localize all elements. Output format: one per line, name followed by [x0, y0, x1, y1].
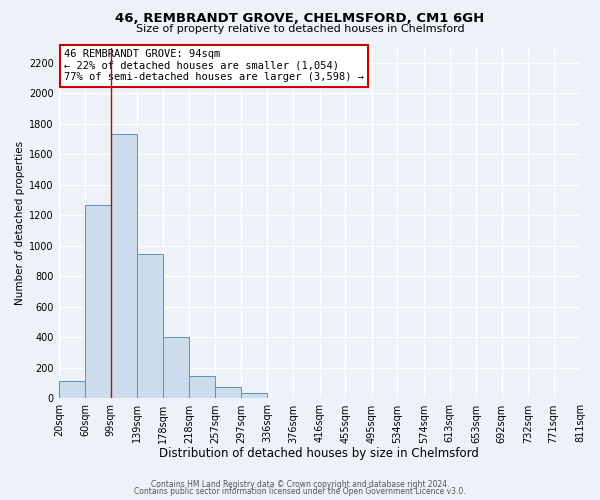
- Text: 46 REMBRANDT GROVE: 94sqm
← 22% of detached houses are smaller (1,054)
77% of se: 46 REMBRANDT GROVE: 94sqm ← 22% of detac…: [64, 50, 364, 82]
- Text: Contains public sector information licensed under the Open Government Licence v3: Contains public sector information licen…: [134, 487, 466, 496]
- Bar: [215, 386, 241, 398]
- X-axis label: Distribution of detached houses by size in Chelmsford: Distribution of detached houses by size …: [160, 447, 479, 460]
- Text: 46, REMBRANDT GROVE, CHELMSFORD, CM1 6GH: 46, REMBRANDT GROVE, CHELMSFORD, CM1 6GH: [115, 12, 485, 26]
- Bar: [85, 206, 111, 398]
- Text: Size of property relative to detached houses in Chelmsford: Size of property relative to detached ho…: [136, 24, 464, 34]
- Bar: [163, 336, 189, 398]
- Bar: [189, 376, 215, 398]
- Y-axis label: Number of detached properties: Number of detached properties: [15, 141, 25, 305]
- Bar: [59, 381, 85, 398]
- Bar: [137, 254, 163, 398]
- Bar: [111, 134, 137, 398]
- Bar: [241, 393, 267, 398]
- Text: Contains HM Land Registry data © Crown copyright and database right 2024.: Contains HM Land Registry data © Crown c…: [151, 480, 449, 489]
